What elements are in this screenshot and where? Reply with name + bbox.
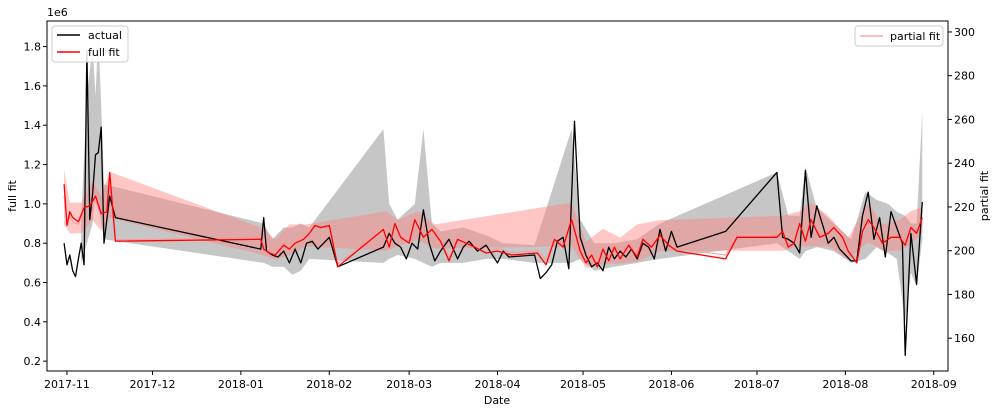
legend-left: actual full fit	[51, 25, 129, 63]
y-right-tick-label: 260	[954, 113, 975, 126]
x-tick-label: 2018-08	[822, 378, 868, 391]
y-left-tick-label: 1.8	[24, 41, 42, 54]
y-left-tick-label: 1.4	[24, 119, 42, 132]
x-tick-label: 2018-04	[475, 378, 521, 391]
x-tick-label: 2017-11	[44, 378, 90, 391]
y-left-tick-label: 0.2	[24, 355, 42, 368]
line-full-fit	[63, 171, 923, 268]
y-axis-left-title: full fit	[6, 179, 19, 211]
x-axis-title: Date	[484, 394, 511, 407]
x-tick-label: 2017-12	[130, 378, 176, 391]
y-right-tick-label: 180	[954, 288, 975, 301]
y-right-tick-label: 200	[954, 245, 975, 258]
y-axis-right-title: partial fit	[978, 170, 991, 221]
y-right-tick-label: 160	[954, 332, 975, 345]
band-partial-fit	[64, 169, 923, 269]
legend-label-partial-fit: partial fit	[890, 30, 941, 43]
y-left-tick-label: 0.4	[24, 316, 42, 329]
x-tick-label: 2018-09	[911, 378, 957, 391]
line-actual	[63, 49, 923, 356]
y-left-tick-label: 1.6	[24, 80, 42, 93]
x-tick-label: 2018-03	[386, 378, 432, 391]
y-right-tick-label: 220	[954, 201, 975, 214]
y-axis-right: 160 180 200 220 240 260 280 300	[948, 26, 975, 345]
x-tick-label: 2018-06	[648, 378, 694, 391]
x-tick-label: 2018-02	[306, 378, 352, 391]
y-right-tick-label: 240	[954, 157, 975, 170]
left-scale-note: 1e6	[47, 6, 68, 19]
band-actual	[81, 34, 923, 322]
x-tick-label: 2018-07	[734, 378, 780, 391]
legend-label-actual: actual	[88, 29, 122, 42]
y-left-tick-label: 1.0	[24, 198, 42, 211]
x-axis: 2017-11 2017-12 2018-01 2018-02 2018-03 2018-…	[44, 371, 957, 391]
confidence-bands	[64, 34, 923, 322]
y-left-tick-label: 1.2	[24, 159, 42, 172]
legend-right-box	[854, 25, 944, 47]
y-right-tick-label: 280	[954, 70, 975, 83]
legend-label-full-fit: full fit	[88, 46, 120, 59]
y-right-tick-label: 300	[954, 26, 975, 39]
y-axis-left: 0.2 0.4 0.6 0.8 1.0 1.2 1.4 1.6 1.8	[24, 41, 47, 368]
x-tick-label: 2018-05	[560, 378, 606, 391]
y-left-tick-label: 0.6	[24, 277, 42, 290]
series-lines	[63, 49, 923, 356]
line-partial-fit	[63, 180, 923, 265]
y-left-tick-label: 0.8	[24, 237, 42, 250]
legend-right: partial fit	[854, 25, 944, 47]
x-tick-label: 2018-01	[218, 378, 264, 391]
